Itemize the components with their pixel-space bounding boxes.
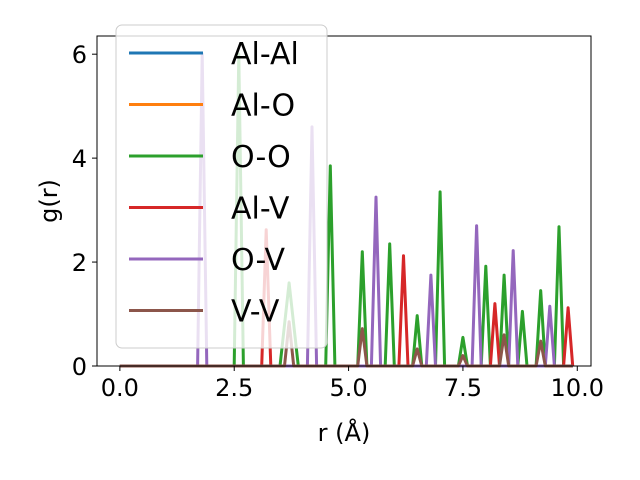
x-tick-label: 10.0 — [551, 374, 604, 402]
x-axis-ticks: 0.0 2.5 5.0 7.5 10.0 — [101, 366, 604, 402]
legend-label-al-v: Al-V — [231, 192, 290, 227]
legend-label-o-v: O-V — [231, 243, 286, 278]
x-axis-label: r (Å) — [318, 418, 371, 447]
legend-label-al-al: Al-Al — [231, 37, 299, 72]
axes-frame — [96, 35, 592, 367]
legend-box — [115, 24, 328, 349]
x-tick-label: 2.5 — [215, 374, 253, 402]
legend: Al-Al Al-O O-O Al-V O-V V-V — [115, 24, 328, 349]
y-axis-ticks: 0 2 4 6 — [72, 41, 97, 381]
y-tick-label: 6 — [72, 41, 87, 69]
x-tick-label: 5.0 — [329, 374, 367, 402]
y-tick-label: 2 — [72, 249, 87, 277]
legend-label-v-v: V-V — [231, 295, 280, 330]
x-tick-label: 7.5 — [444, 374, 482, 402]
y-tick-label: 0 — [72, 353, 87, 381]
y-axis-label: g(r) — [35, 179, 63, 223]
y-tick-label: 4 — [72, 145, 87, 173]
x-tick-label: 0.0 — [101, 374, 139, 402]
legend-label-al-o: Al-O — [231, 89, 295, 124]
legend-label-o-o: O-O — [231, 140, 291, 175]
